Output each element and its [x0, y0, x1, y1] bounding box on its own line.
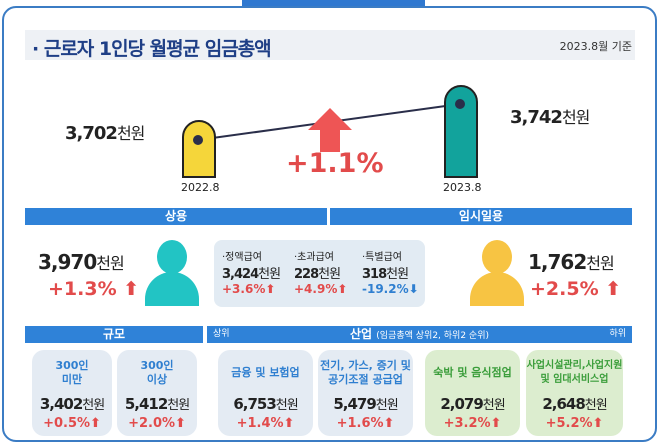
breakdown-list: ·정액급여 3,424천원 +3.6%⬆ ·초과급여 228천원 +4.9%⬆ ·특별급…: [222, 248, 426, 296]
card-value: 3,402천원: [39, 395, 105, 413]
breakdown-label: ·특별급여: [362, 252, 402, 263]
reference-date: 2023.8월 기준: [559, 40, 632, 53]
card-change: +1.4%⬆: [236, 416, 295, 431]
card-name: 금융 및 보험업: [231, 366, 300, 379]
breakdown-bubble: [214, 240, 425, 307]
card-change: +3.2%⬆: [443, 416, 502, 431]
up-arrow-icon: ⬆: [605, 278, 622, 300]
breakdown-change: -19.2%⬇: [362, 282, 419, 296]
regular-value: 3,970천원: [38, 250, 125, 274]
bar-2022: [182, 120, 216, 178]
breakdown-change: +4.9%⬆: [294, 282, 348, 296]
header-temporary: 임시일용: [330, 208, 632, 225]
breakdown-change: +3.6%⬆: [222, 282, 276, 296]
card-name: 300인 이상: [140, 359, 174, 386]
regular-change: +1.3% ⬆: [48, 278, 140, 300]
industry-card-utilities: 전기, 가스, 증기 및 공기조절 공급업 5,479천원 +1.6%⬆: [318, 350, 413, 436]
card-change: +2.0%⬆: [128, 416, 186, 431]
card-value: 6,753천원: [233, 395, 298, 413]
card-name: 300인 미만: [55, 359, 89, 386]
point-2023: [455, 99, 465, 109]
person-icon-temporary: [482, 240, 512, 274]
breakdown-item: ·정액급여 3,424천원 +3.6%⬆: [222, 248, 286, 296]
card-change: +5.2%⬆: [545, 416, 604, 431]
card-change: +1.6%⬆: [336, 416, 395, 431]
value-2022: 3,702천원: [65, 123, 145, 144]
card-name: 사업시설관리,사업지원 및 임대서비스업: [526, 360, 623, 385]
breakdown-value: 3,424천원: [222, 267, 281, 282]
header-size: 규모: [25, 326, 203, 343]
total-change: +1.1%: [286, 148, 384, 179]
top-tab-decoration: [242, 0, 425, 6]
industry-card-finance: 금융 및 보험업 6,753천원 +1.4%⬆: [218, 350, 313, 436]
card-value: 5,479천원: [333, 395, 398, 413]
infographic-frame: [2, 6, 657, 442]
value-2023: 3,742천원: [510, 107, 590, 128]
industry-card-accommodation: 숙박 및 음식점업 2,079천원 +3.2%⬆: [425, 350, 520, 436]
card-value: 2,648천원: [542, 395, 607, 413]
header-regular: 상용: [25, 208, 327, 225]
label-2022: 2022.8: [181, 181, 220, 194]
temporary-value: 1,762천원: [528, 250, 615, 274]
bottom-rank-label: 하위: [609, 329, 626, 339]
card-value: 2,079천원: [440, 395, 505, 413]
card-name: 숙박 및 음식점업: [433, 366, 512, 379]
size-card-over-300: 300인 이상 5,412천원 +2.0%⬆: [117, 350, 197, 436]
title-bar: [25, 30, 635, 60]
card-value: 5,412천원: [124, 395, 190, 413]
header-industry: 상위 산업 (임금총액 상위2, 하위2 순위) 하위: [207, 326, 632, 343]
point-2022: [193, 135, 203, 145]
size-card-under-300: 300인 미만 3,402천원 +0.5%⬆: [32, 350, 112, 436]
up-arrow-icon: ⬆: [123, 278, 140, 300]
up-arrow-icon: [308, 108, 352, 152]
label-2023: 2023.8: [443, 181, 482, 194]
card-name: 전기, 가스, 증기 및 공기조절 공급업: [320, 359, 411, 386]
industry-title: 산업: [350, 327, 373, 341]
industry-subtitle: (임금총액 상위2, 하위2 순위): [376, 331, 489, 341]
breakdown-label: ·초과급여: [294, 252, 334, 263]
card-change: +0.5%⬆: [43, 416, 101, 431]
top-rank-label: 상위: [213, 329, 230, 339]
breakdown-label: ·정액급여: [222, 252, 262, 263]
person-icon-regular: [157, 240, 187, 274]
breakdown-value: 318천원: [362, 267, 409, 282]
breakdown-item: ·초과급여 228천원 +4.9%⬆: [294, 248, 354, 296]
breakdown-item: ·특별급여 318천원 -19.2%⬇: [362, 248, 426, 296]
industry-card-business-support: 사업시설관리,사업지원 및 임대서비스업 2,648천원 +5.2%⬆: [526, 350, 623, 436]
temporary-change: +2.5% ⬆: [530, 278, 622, 300]
breakdown-value: 228천원: [294, 267, 341, 282]
page-title: · 근로자 1인당 월평균 임금총액: [32, 38, 272, 60]
